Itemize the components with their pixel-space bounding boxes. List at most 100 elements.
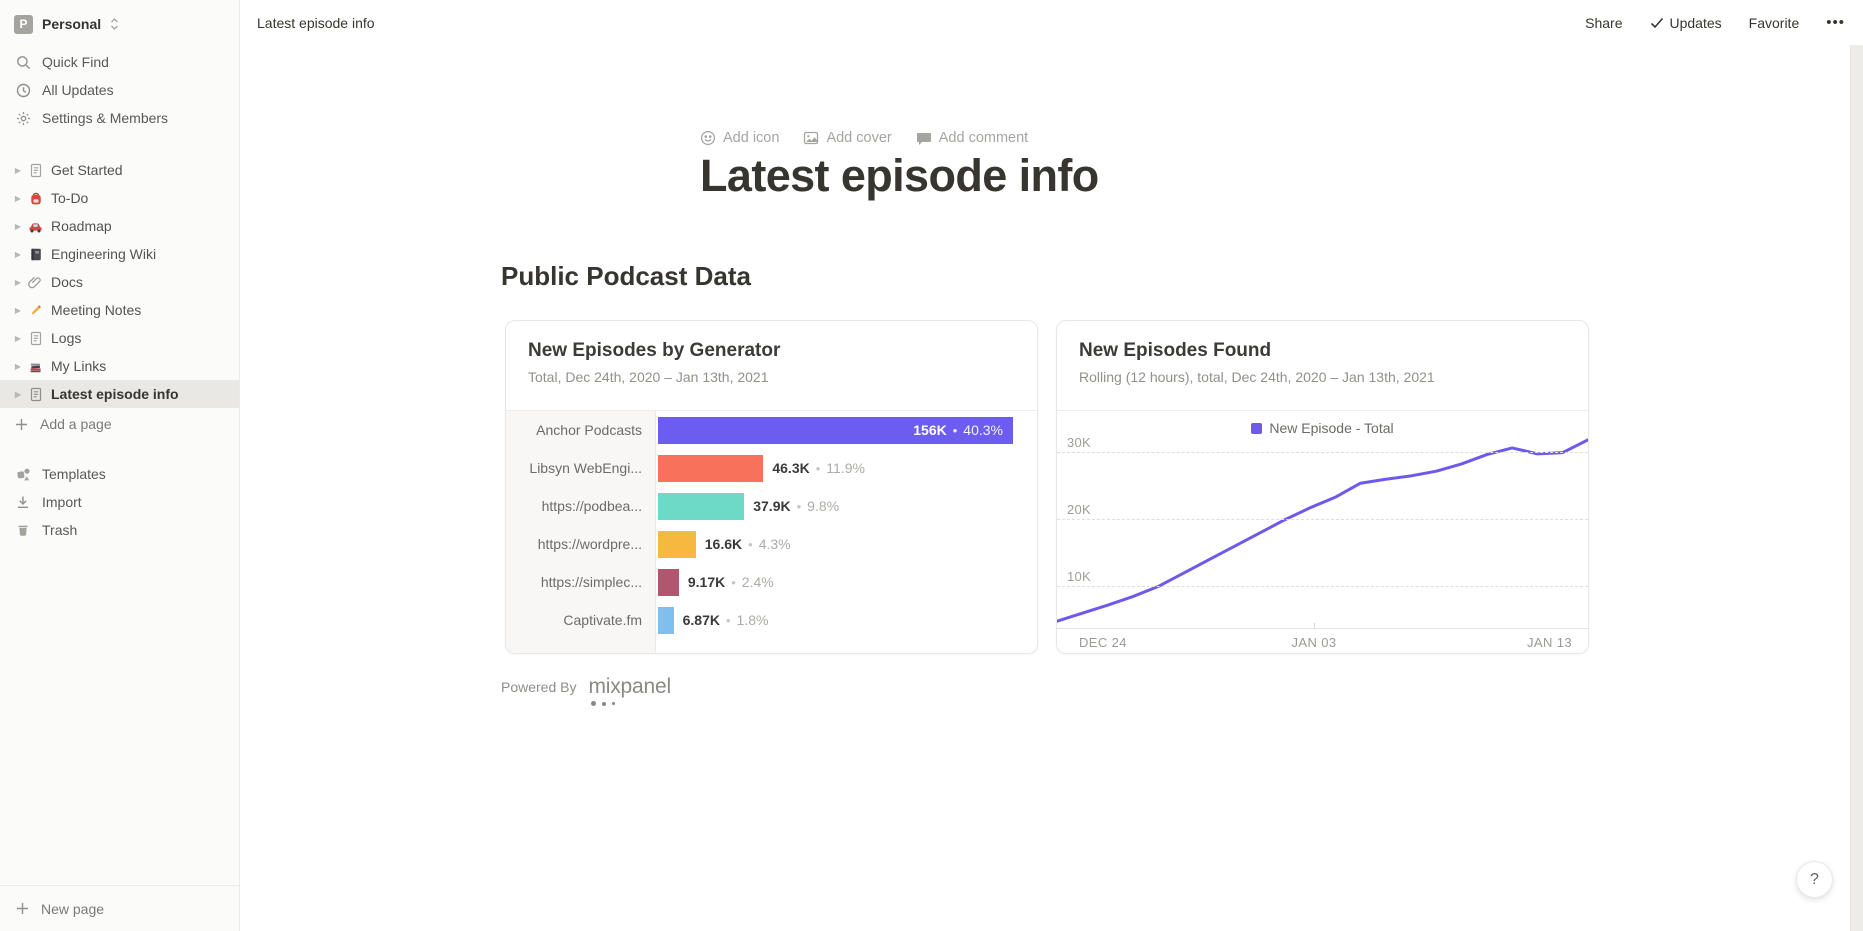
separator-dot: •	[725, 612, 731, 628]
expand-toggle-icon[interactable]: ▶	[14, 165, 22, 175]
section-heading[interactable]: Public Podcast Data	[501, 261, 751, 291]
add-a-page-label: Add a page	[40, 416, 112, 432]
expand-toggle-icon[interactable]: ▶	[14, 221, 22, 231]
expand-toggle-icon[interactable]: ▶	[14, 277, 22, 287]
sidebar-item-label: Import	[42, 494, 82, 510]
sidebar-item-label: Trash	[42, 522, 78, 538]
image-icon	[803, 130, 819, 146]
sidebar-item-quick-find[interactable]: Quick Find	[0, 48, 239, 76]
line-chart-header: New Episodes Found Rolling (12 hours), t…	[1057, 321, 1588, 411]
clock-icon	[15, 83, 31, 98]
bar-chart-title: New Episodes by Generator	[528, 340, 781, 361]
bar-chart-rows: Anchor Podcasts 156K • 40.3% Libsyn WebE…	[506, 411, 1037, 639]
sidebar-item-label: Logs	[51, 330, 82, 346]
add-cover-button[interactable]: Add cover	[803, 130, 892, 146]
sidebar-item-engineering-wiki[interactable]: ▶ Engineering Wiki	[0, 240, 239, 268]
sidebar-item-roadmap[interactable]: ▶ Roadmap	[0, 212, 239, 240]
separator-dot: •	[796, 498, 802, 514]
x-axis-tick	[1314, 623, 1315, 629]
bar-podbean	[658, 492, 745, 520]
scrollbar[interactable]	[1850, 45, 1863, 931]
chevron-updown-icon	[110, 17, 119, 31]
sidebar-item-templates[interactable]: Templates	[0, 460, 239, 488]
bar-category-label: Anchor Podcasts	[536, 422, 642, 438]
line-plot-area: 10K 20K 30K	[1057, 431, 1588, 629]
sidebar-item-meeting-notes[interactable]: ▶ Meeting Notes	[0, 296, 239, 324]
separator-dot: •	[815, 460, 821, 476]
bar-value: 6.87K	[682, 612, 720, 628]
separator-dot: •	[748, 536, 753, 552]
expand-toggle-icon[interactable]: ▶	[14, 389, 22, 399]
trash-icon	[15, 523, 31, 537]
y-tick-label: 30K	[1067, 435, 1092, 450]
share-button[interactable]: Share	[1585, 14, 1623, 31]
page-icon	[27, 331, 44, 346]
plus-icon	[15, 418, 28, 431]
sidebar-item-label: Settings & Members	[42, 110, 169, 126]
sidebar-item-get-started[interactable]: ▶ Get Started	[0, 156, 239, 184]
sidebar-item-all-updates[interactable]: All Updates	[0, 76, 239, 104]
y-tick-label: 20K	[1067, 502, 1092, 517]
sidebar-item-label: Templates	[42, 466, 106, 482]
bar-percent: 40.3%	[963, 422, 1003, 438]
add-a-page-button[interactable]: Add a page	[0, 410, 239, 438]
sidebar-item-docs[interactable]: ▶ Docs	[0, 268, 239, 296]
bar-track: 6.87K • 1.8%	[656, 606, 1037, 634]
expand-toggle-icon[interactable]: ▶	[14, 361, 22, 371]
sidebar-item-import[interactable]: Import	[0, 488, 239, 516]
bar-percent: 11.9%	[826, 460, 865, 476]
bar-row: Libsyn WebEngi... 46.3K • 11.9%	[506, 449, 1037, 487]
add-comment-button[interactable]: Add comment	[916, 130, 1028, 146]
bar-chart-card: New Episodes by Generator Total, Dec 24t…	[505, 320, 1038, 654]
sidebar-item-settings-members[interactable]: Settings & Members	[0, 104, 239, 132]
search-icon	[15, 55, 31, 70]
new-page-label: New page	[41, 900, 105, 917]
bar-value: 37.9K	[753, 498, 791, 514]
new-page-button[interactable]: New page	[0, 885, 239, 931]
expand-toggle-icon[interactable]: ▶	[14, 333, 22, 343]
expand-toggle-icon[interactable]: ▶	[14, 193, 22, 203]
bar-value: 156K	[913, 422, 947, 438]
sidebar: P Personal Quick Find All Updates Settin…	[0, 0, 240, 931]
templates-icon	[15, 467, 31, 482]
sidebar-item-latest-episode-info[interactable]: ▶ Latest episode info	[0, 380, 239, 408]
bar-row: https://simplec... 9.17K • 2.4%	[506, 563, 1037, 601]
line-chart-body: New Episode - Total 10K 20K 30K DEC 24 JAN…	[1057, 411, 1588, 653]
sidebar-item-my-links[interactable]: ▶ My Links	[0, 352, 239, 380]
help-button[interactable]: ?	[1796, 861, 1833, 898]
page-title[interactable]: Latest episode info	[700, 150, 1099, 201]
backpack-icon	[27, 191, 44, 206]
bar-track: 156K • 40.3%	[656, 416, 1037, 444]
bar-anchor-podcasts: 156K • 40.3%	[658, 416, 1013, 444]
legend-swatch	[1251, 422, 1263, 434]
workspace-avatar: P	[14, 14, 33, 34]
pencil-icon	[27, 303, 44, 318]
bar-category-label: Captivate.fm	[563, 612, 642, 628]
sidebar-tools: Templates Import Trash	[0, 460, 239, 544]
sidebar-item-label: Engineering Wiki	[51, 246, 157, 262]
sidebar-item-to-do[interactable]: ▶ To-Do	[0, 184, 239, 212]
expand-toggle-icon[interactable]: ▶	[14, 305, 22, 315]
mixpanel-dots-icon	[591, 701, 670, 706]
sidebar-item-label: My Links	[51, 358, 107, 374]
updates-button[interactable]: Updates	[1650, 15, 1722, 31]
sidebar-spacer	[0, 544, 239, 885]
expand-toggle-icon[interactable]: ▶	[14, 249, 22, 259]
sidebar-item-logs[interactable]: ▶ Logs	[0, 324, 239, 352]
more-options-button[interactable]: •••	[1826, 14, 1845, 31]
legend-label: New Episode - Total	[1269, 420, 1394, 436]
line-series	[1057, 438, 1588, 623]
sidebar-item-trash[interactable]: Trash	[0, 516, 239, 544]
bar-chart-label-column	[506, 411, 656, 653]
bar-percent: 2.4%	[741, 574, 774, 590]
breadcrumb[interactable]: Latest episode info	[257, 14, 375, 31]
favorite-button[interactable]: Favorite	[1748, 14, 1800, 31]
chart-legend: New Episode - Total	[1057, 420, 1588, 436]
gear-icon	[15, 111, 31, 126]
add-icon-button[interactable]: Add icon	[700, 130, 779, 146]
workspace-switcher[interactable]: P Personal	[0, 10, 239, 38]
smiley-icon	[700, 130, 716, 146]
gridline	[1057, 519, 1588, 520]
mixpanel-logo[interactable]: mixpanel	[588, 676, 671, 706]
add-comment-label: Add comment	[938, 130, 1029, 146]
